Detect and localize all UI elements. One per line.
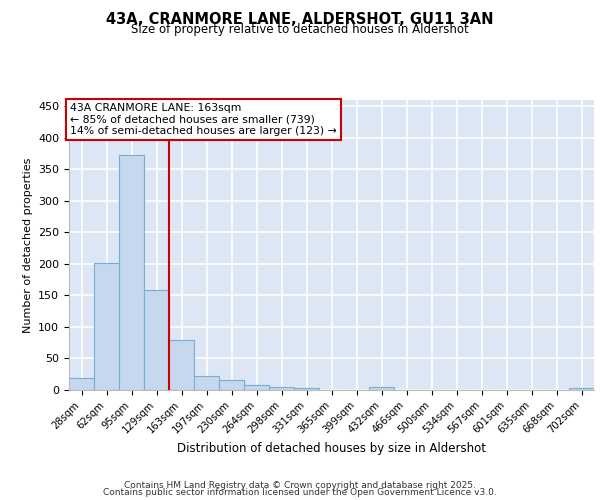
Bar <box>219 380 244 390</box>
Bar <box>119 156 144 390</box>
Bar <box>194 376 219 390</box>
Text: 43A, CRANMORE LANE, ALDERSHOT, GU11 3AN: 43A, CRANMORE LANE, ALDERSHOT, GU11 3AN <box>106 12 494 28</box>
Y-axis label: Number of detached properties: Number of detached properties <box>23 158 32 332</box>
Text: Contains HM Land Registry data © Crown copyright and database right 2025.: Contains HM Land Registry data © Crown c… <box>124 480 476 490</box>
Bar <box>269 387 294 390</box>
Bar <box>69 378 94 390</box>
Bar <box>94 262 119 390</box>
Bar <box>294 388 319 390</box>
Text: 43A CRANMORE LANE: 163sqm
← 85% of detached houses are smaller (739)
14% of semi: 43A CRANMORE LANE: 163sqm ← 85% of detac… <box>70 103 337 136</box>
Bar <box>169 340 194 390</box>
Bar <box>369 388 394 390</box>
Bar <box>244 385 269 390</box>
Bar <box>144 290 169 390</box>
X-axis label: Distribution of detached houses by size in Aldershot: Distribution of detached houses by size … <box>177 442 486 456</box>
Text: Size of property relative to detached houses in Aldershot: Size of property relative to detached ho… <box>131 22 469 36</box>
Bar <box>569 388 594 390</box>
Text: Contains public sector information licensed under the Open Government Licence v3: Contains public sector information licen… <box>103 488 497 497</box>
